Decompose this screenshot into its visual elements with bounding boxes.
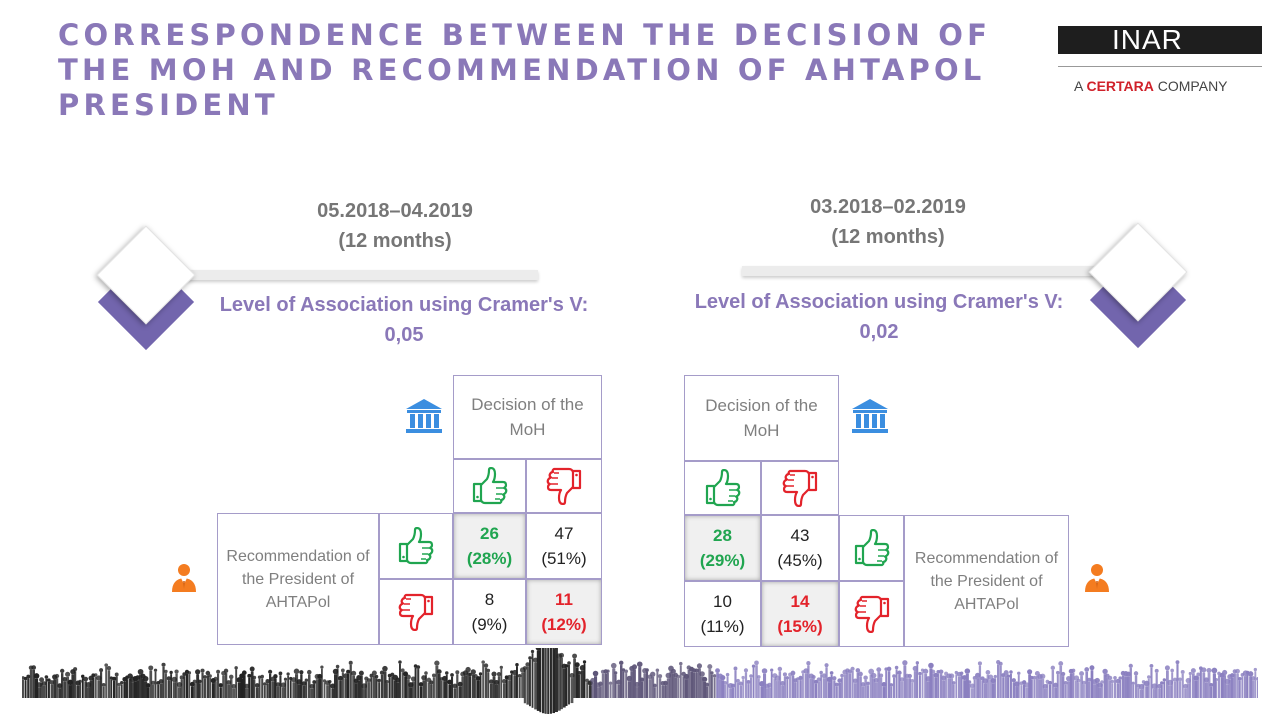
right-period-range: 03.2018–02.2019 [810, 196, 966, 218]
left-divider-bar [180, 270, 538, 280]
left-period-duration: (12 months) [338, 230, 452, 252]
left-cell-disagree-disagree: 11 (12%) [526, 579, 602, 645]
thumbs-down-icon [782, 469, 818, 507]
thumbs-up-icon [854, 529, 889, 567]
thumbs-down-icon [546, 467, 582, 505]
right-assoc-value: 0,02 [859, 321, 899, 343]
right-period: 03.2018–02.2019 (12 months) [758, 192, 1018, 252]
right-row-disagree [839, 581, 904, 647]
left-row-header: Recommendation of the President of AHTAP… [217, 513, 379, 645]
person-icon [1085, 564, 1109, 592]
left-period-range: 05.2018–04.2019 [317, 200, 473, 222]
thumbs-up-icon [705, 469, 740, 507]
left-assoc-label: Level of Association using Cramer's V: [219, 294, 589, 316]
right-row-agree [839, 515, 904, 581]
right-cell-disagree-disagree: 14 (15%) [761, 581, 839, 647]
left-row-agree [379, 513, 453, 579]
right-cell-agree-agree: 28 (29%) [684, 515, 761, 581]
right-divider-bar [742, 266, 1100, 276]
thumbs-up-icon [398, 527, 434, 565]
left-cell-disagree-agree: 8 (9%) [453, 579, 526, 645]
right-cell-disagree-agree: 10 (11%) [684, 581, 761, 647]
left-cell-agree-agree: 26 (28%) [453, 513, 526, 579]
page-title: CORRESPONDENCE BETWEEN THE DECISION OF T… [58, 18, 992, 122]
institution-icon [406, 399, 442, 433]
left-cell-agree-disagree: 47 (51%) [526, 513, 602, 579]
right-period-duration: (12 months) [831, 226, 945, 248]
right-col-header: Decision of the MoH [684, 375, 839, 461]
left-assoc-value: 0,05 [384, 324, 424, 346]
inar-logo: INAR A CERTARA COMPANY [1058, 26, 1262, 98]
right-col-agree [684, 461, 761, 515]
right-association: Level of Association using Cramer's V: 0… [669, 287, 1089, 347]
left-col-agree [453, 459, 526, 513]
left-period: 05.2018–04.2019 (12 months) [265, 196, 525, 256]
thumbs-down-icon [854, 595, 889, 633]
logo-tagline: A CERTARA COMPANY [1074, 78, 1228, 94]
left-row-disagree [379, 579, 453, 645]
logo-divider [1058, 66, 1262, 67]
left-col-header: Decision of the MoH [453, 375, 602, 459]
left-col-disagree [526, 459, 602, 513]
left-association: Level of Association using Cramer's V: 0… [194, 290, 614, 350]
thumbs-down-icon [398, 593, 434, 631]
right-assoc-label: Level of Association using Cramer's V: [694, 291, 1064, 313]
institution-icon [852, 399, 888, 433]
crowd-silhouette [22, 648, 1258, 714]
logo-wordmark: INAR [1058, 26, 1262, 54]
person-icon [172, 564, 196, 592]
right-col-disagree [761, 461, 839, 515]
thumbs-up-icon [472, 467, 507, 505]
right-row-header: Recommendation of the President of AHTAP… [904, 515, 1069, 647]
right-cell-agree-disagree: 43 (45%) [761, 515, 839, 581]
